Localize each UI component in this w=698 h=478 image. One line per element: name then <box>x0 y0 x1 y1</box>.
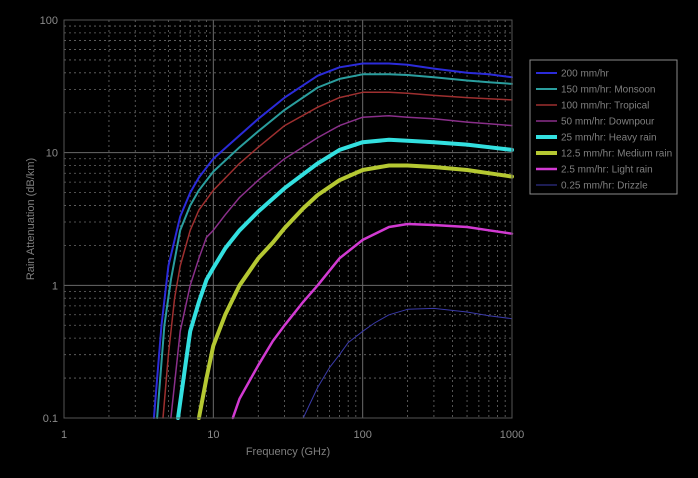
series-line-8 <box>302 307 513 419</box>
plot-frame <box>63 19 513 419</box>
legend-label: 25 mm/hr: Heavy rain <box>561 133 657 144</box>
y-tick-label: 1 <box>52 280 58 292</box>
series-line-2 <box>156 73 513 419</box>
x-tick-label: 1000 <box>500 429 524 441</box>
series-line-1 <box>152 62 513 419</box>
legend-label: 12.5 mm/hr: Medium rain <box>561 149 672 160</box>
y-tick-label: 0.1 <box>43 413 58 425</box>
x-tick-label: 1 <box>61 429 67 441</box>
series-line-4 <box>170 114 513 419</box>
series-line-6 <box>196 163 514 420</box>
legend: 200 mm/hr 150 mm/hr: Monsoon 100 mm/hr: Tr… <box>529 59 678 195</box>
legend-label: 100 mm/hr: Tropical <box>561 101 649 112</box>
x-tick-label: 100 <box>353 429 371 441</box>
y-tick-label: 10 <box>46 148 58 160</box>
x-axis-title: Frequency (GHz) <box>246 446 330 458</box>
series-line-3 <box>162 91 513 419</box>
x-tick-label: 10 <box>207 429 219 441</box>
series-line-7 <box>231 222 514 420</box>
legend-label: 200 mm/hr <box>561 69 609 80</box>
legend-label: 150 mm/hr: Monsoon <box>561 85 656 96</box>
legend-box <box>529 59 678 195</box>
legend-label: 50 mm/hr: Downpour <box>561 117 655 128</box>
y-tick-label: 100 <box>40 15 58 27</box>
series-lines <box>152 62 514 420</box>
series-line-5 <box>176 137 514 420</box>
legend-label: 2.5 mm/hr: Light rain <box>561 165 653 176</box>
legend-label: 0.25 mm/hr: Drizzle <box>561 181 648 192</box>
y-axis-title: Rain Attenuation (dB/km) <box>25 158 37 280</box>
